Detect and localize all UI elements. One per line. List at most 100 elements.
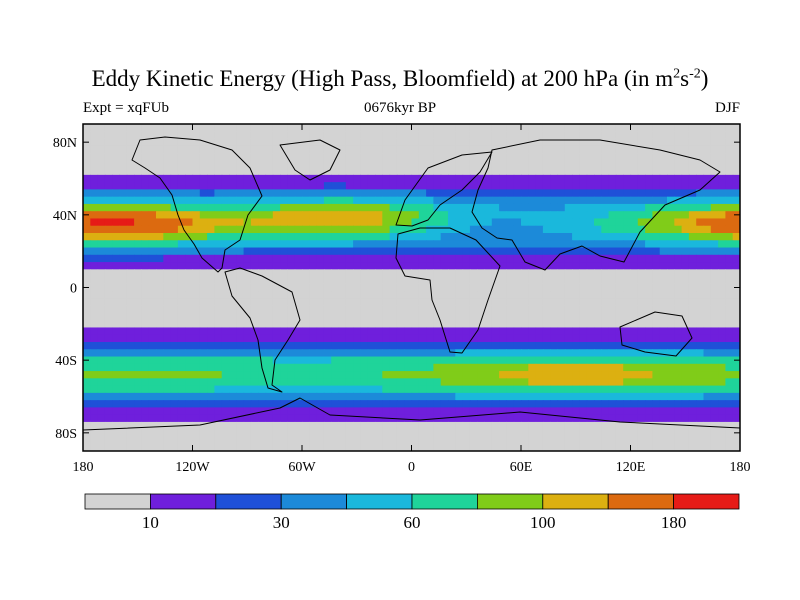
eke-cell: [455, 436, 464, 445]
eke-cell: [141, 247, 150, 256]
eke-cell: [243, 225, 252, 234]
eke-cell: [623, 196, 632, 205]
eke-cell: [528, 400, 537, 408]
eke-cell: [126, 429, 135, 438]
eke-cell: [280, 131, 288, 140]
eke-cell: [426, 378, 434, 387]
eke-cell: [535, 298, 544, 307]
eke-cell: [535, 312, 544, 321]
eke-cell: [404, 276, 413, 285]
eke-cell: [564, 247, 573, 256]
eke-cell: [323, 240, 332, 249]
eke-cell: [104, 407, 113, 416]
eke-cell: [338, 167, 347, 176]
eke-cell: [645, 196, 653, 205]
eke-cell: [426, 305, 434, 314]
eke-cell: [550, 298, 559, 307]
eke-cell: [302, 312, 310, 321]
eke-cell: [462, 291, 471, 299]
eke-cell: [667, 291, 675, 299]
eke-cell: [411, 218, 420, 227]
eke-cell: [557, 385, 566, 394]
eke-cell: [550, 174, 559, 183]
eke-cell: [426, 312, 434, 321]
eke-cell: [557, 196, 566, 205]
eke-cell: [258, 283, 267, 292]
eke-cell: [440, 276, 449, 285]
eke-cell: [645, 363, 653, 372]
eke-cell: [499, 189, 507, 198]
eke-cell: [667, 349, 675, 358]
eke-cell: [608, 407, 617, 416]
eke-cell: [294, 124, 303, 132]
eke-cell: [323, 254, 332, 263]
eke-cell: [185, 385, 194, 394]
eke-cell: [513, 443, 522, 451]
eke-cell: [718, 371, 726, 379]
eke-cell: [185, 203, 194, 212]
eke-cell: [104, 291, 113, 299]
eke-cell: [572, 138, 580, 147]
eke-cell: [521, 211, 529, 220]
eke-cell: [572, 356, 580, 365]
eke-cell: [265, 262, 274, 270]
eke-cell: [528, 334, 537, 343]
eke-cell: [681, 225, 690, 234]
eke-cell: [513, 124, 522, 132]
eke-cell: [170, 400, 179, 408]
eke-cell: [360, 174, 369, 183]
eke-cell: [185, 283, 194, 292]
eke-cell: [469, 312, 478, 321]
africa-coast: [395, 227, 501, 354]
eke-cell: [462, 414, 471, 423]
eke-cell: [345, 363, 354, 372]
eke-cell: [426, 240, 434, 249]
eke-cell: [411, 203, 420, 212]
eke-cell: [83, 225, 91, 234]
eke-cell: [207, 363, 215, 372]
eke-cell: [156, 298, 164, 307]
eke-cell: [177, 385, 186, 394]
eke-cell: [221, 443, 230, 451]
eke-cell: [236, 160, 245, 169]
eke-cell: [382, 407, 391, 416]
eke-cell: [229, 312, 237, 321]
eke-cell: [433, 312, 442, 321]
eke-cell: [309, 421, 318, 430]
eke-cell: [455, 182, 464, 190]
eke-cell: [287, 407, 296, 416]
eke-cell: [236, 334, 245, 343]
eke-cell: [433, 124, 442, 132]
eke-cell: [302, 363, 310, 372]
eke-cell: [696, 138, 705, 147]
eke-cell: [572, 131, 580, 140]
eke-cell: [156, 291, 164, 299]
eke-cell: [192, 196, 201, 205]
eke-cell: [170, 247, 179, 256]
eke-cell: [615, 407, 624, 416]
eke-cell: [382, 378, 391, 387]
eke-cell: [688, 124, 697, 132]
eke-cell: [718, 254, 726, 263]
eke-cell: [433, 131, 442, 140]
eke-cell: [141, 189, 150, 198]
eke-cell: [725, 371, 734, 379]
eke-cell: [448, 363, 456, 372]
eke-cell: [615, 254, 624, 263]
eke-cell: [659, 269, 668, 278]
eke-cell: [294, 356, 303, 365]
eke-cell: [455, 233, 464, 241]
eke-cell: [469, 327, 478, 336]
eke-cell: [316, 356, 325, 365]
eke-cell: [97, 211, 106, 220]
eke-cell: [433, 225, 442, 234]
eke-cell: [601, 334, 610, 343]
eke-cell: [141, 443, 150, 451]
eke-cell: [134, 225, 142, 234]
eke-cell: [141, 363, 150, 372]
eke-cell: [506, 342, 515, 350]
eke-cell: [652, 160, 661, 169]
eke-cell: [287, 262, 296, 270]
eke-cell: [601, 385, 610, 394]
eke-cell: [382, 320, 391, 329]
